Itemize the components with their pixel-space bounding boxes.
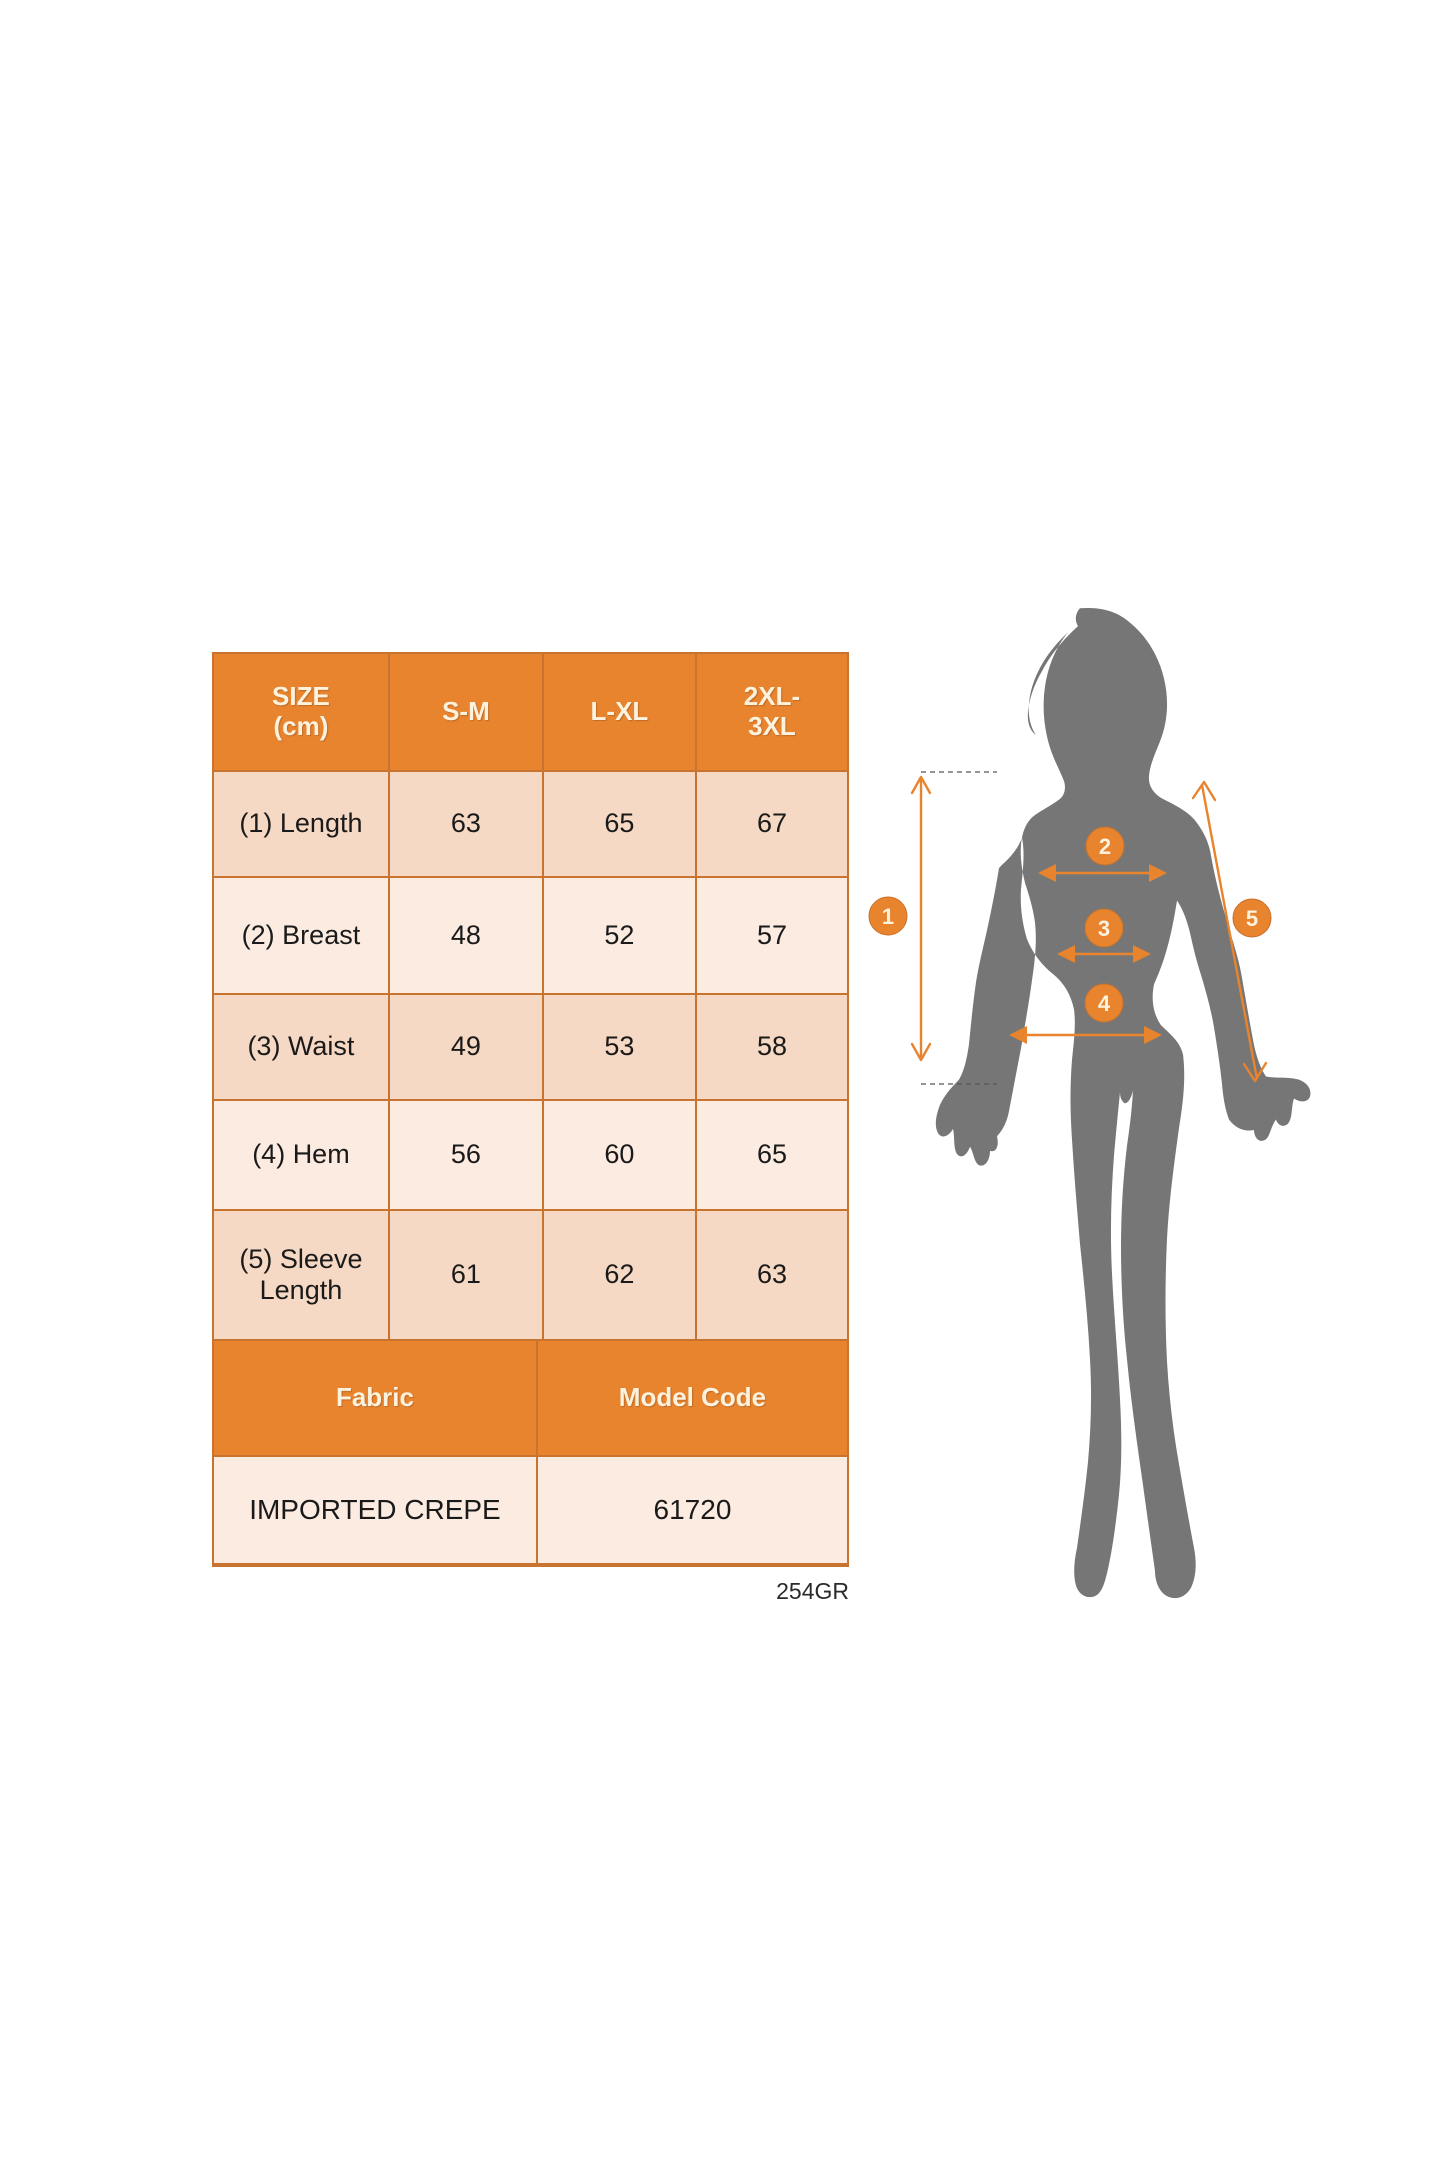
svg-text:5: 5 — [1246, 906, 1258, 931]
svg-text:3: 3 — [1098, 916, 1110, 941]
svg-text:4: 4 — [1098, 991, 1111, 1016]
svg-text:1: 1 — [882, 904, 894, 929]
svg-text:2: 2 — [1099, 834, 1111, 859]
